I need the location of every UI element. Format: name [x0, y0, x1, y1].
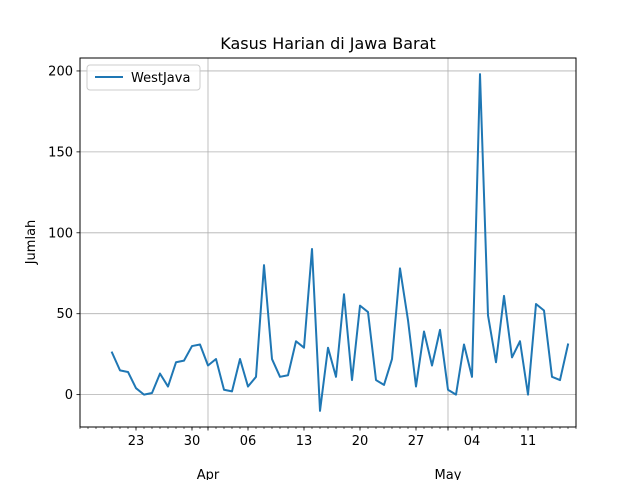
y-tick-label: 50 [56, 307, 73, 322]
legend-box [86, 64, 201, 91]
y-tick-label: 0 [65, 388, 73, 403]
y-tick-label: 100 [48, 226, 73, 241]
y-tick-label: 150 [48, 145, 73, 160]
y-axis-label: Jumlah [24, 220, 39, 266]
x-tick-label: 23 [128, 434, 145, 449]
series-line-westjava [110, 73, 570, 412]
x-tick-label: 06 [240, 434, 257, 449]
x-tick-label: 13 [296, 434, 313, 449]
y-axis-ticks: 0 50 100 150 200 [48, 64, 80, 403]
grid-lines [80, 58, 576, 427]
x-month-label: Apr [197, 468, 220, 480]
series-layer [110, 73, 570, 412]
x-tick-label: 04 [464, 434, 481, 449]
y-tick-label: 200 [48, 64, 73, 79]
chart-title: Kasus Harian di Jawa Barat [220, 34, 435, 53]
x-month-label: May [435, 468, 462, 480]
x-axis-ticks: 23 30 06 13 20 27 04 11 Apr May [79, 427, 577, 480]
x-tick-label: 27 [408, 434, 425, 449]
x-tick-label: 30 [184, 434, 201, 449]
legend: WestJava [86, 64, 201, 91]
x-tick-label: 11 [520, 434, 537, 449]
legend-label-westjava: WestJava [131, 71, 190, 86]
x-tick-label: 20 [352, 434, 369, 449]
